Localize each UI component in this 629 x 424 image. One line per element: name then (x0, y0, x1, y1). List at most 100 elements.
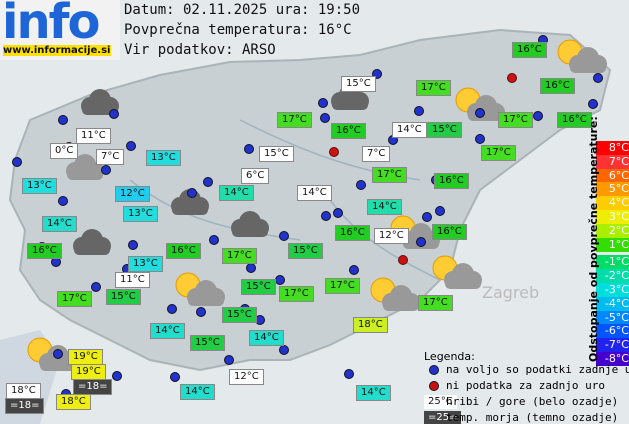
station-temp: 19°C (71, 364, 106, 380)
station-temp: 14°C (219, 185, 254, 201)
station-dot (533, 111, 543, 121)
cloud (67, 169, 103, 180)
station-temp: 16°C (335, 225, 370, 241)
scale-step: -7°C (596, 338, 629, 353)
logo-url[interactable]: www.informacije.si (3, 45, 111, 56)
station-dot (475, 134, 485, 144)
no-data-dot (329, 147, 339, 157)
station-temp: 14°C (42, 216, 77, 232)
station-temp: 17°C (57, 291, 92, 307)
station-temp: 11°C (76, 128, 111, 144)
cloud (570, 62, 606, 73)
station-temp: 15°C (190, 335, 225, 351)
scale-step: -4°C (596, 296, 629, 311)
station-dot (53, 349, 63, 359)
station-temp: 17°C (372, 167, 407, 183)
station-dot (414, 106, 424, 116)
station-dot (475, 108, 485, 118)
scale-step: 2°C (596, 223, 629, 238)
station-temp: 16°C (432, 224, 467, 240)
station-dot (349, 265, 359, 275)
station-dot (246, 263, 256, 273)
scale-step: 4°C (596, 196, 629, 211)
station-temp: 14°C (392, 122, 427, 138)
station-dot (209, 235, 219, 245)
station-temp: 14°C (367, 199, 402, 215)
station-dot (196, 307, 206, 317)
station-temp: 17°C (279, 286, 314, 302)
legend-text: ni podatka za zadnjo uro (446, 379, 605, 392)
station-dot (333, 208, 343, 218)
station-dot (244, 144, 254, 154)
no-data-dot (398, 255, 408, 265)
station-temp: 15°C (288, 243, 323, 259)
legend-symbol: 25°C (424, 395, 457, 409)
station-temp: 15°C (241, 279, 276, 295)
scale-step: -3°C (596, 283, 629, 297)
station-temp: 15°C (259, 146, 294, 162)
scale-step: -1°C (596, 255, 629, 270)
station-dot (203, 177, 213, 187)
station-dot (255, 315, 265, 325)
legend-symbol: =25= (424, 411, 462, 424)
scale-step: 6°C (596, 168, 629, 183)
station-temp: 7°C (362, 146, 391, 162)
station-temp: 12°C (374, 228, 409, 244)
scale-step: -6°C (596, 324, 629, 339)
station-temp: 14°C (180, 384, 215, 400)
station-dot (318, 98, 328, 108)
station-temp: =18= (5, 398, 45, 414)
legend-dot (429, 365, 439, 375)
station-temp: 16°C (27, 243, 62, 259)
station-temp: 17°C (481, 145, 516, 161)
cloud (383, 300, 419, 311)
station-temp: 13°C (123, 206, 158, 222)
station-temp: 15°C (341, 76, 376, 92)
cloud (74, 244, 110, 255)
station-temp: 18°C (6, 383, 41, 399)
station-temp: 17°C (325, 278, 360, 294)
station-temp: 16°C (434, 173, 469, 189)
station-dot (58, 196, 68, 206)
station-temp: 13°C (146, 150, 181, 166)
station-dot (91, 282, 101, 292)
station-temp: 11°C (115, 272, 150, 288)
scale-step: 1°C (596, 237, 629, 252)
no-data-dot (507, 73, 517, 83)
station-temp: 19°C (68, 349, 103, 365)
legend-title: Legenda: (424, 350, 475, 363)
cloud (172, 204, 208, 215)
legend-text: hribi / gore (belo ozadje) (446, 395, 619, 408)
station-temp: 17°C (416, 80, 451, 96)
legend-text: na voljo so podatki zadnje ure (446, 363, 629, 376)
cloud (40, 360, 76, 371)
station-temp: 18°C (353, 317, 388, 333)
station-temp: 7°C (96, 149, 125, 165)
scale-step: -8°C (596, 352, 629, 366)
station-temp: 15°C (427, 122, 462, 138)
station-dot (170, 372, 180, 382)
station-dot (101, 165, 111, 175)
cloud (445, 278, 481, 289)
legend-text: temp. morja (temno ozadje) (446, 411, 619, 424)
scale-step: 5°C (596, 182, 629, 197)
station-dot (279, 345, 289, 355)
station-temp: 14°C (249, 330, 284, 346)
station-dot (588, 99, 598, 109)
station-dot (128, 240, 138, 250)
header-date: Datum: 02.11.2025 ura: 19:50 (124, 2, 361, 18)
scale-title: Odstopanje od povprečne temperature: (587, 116, 600, 362)
station-temp: 17°C (418, 295, 453, 311)
station-temp: 16°C (512, 42, 547, 58)
station-temp: 17°C (222, 248, 257, 264)
station-dot (275, 275, 285, 285)
cloud (188, 295, 224, 306)
station-dot (126, 141, 136, 151)
station-dot (12, 157, 22, 167)
station-dot (224, 355, 234, 365)
station-dot (416, 237, 426, 247)
station-temp: 6°C (241, 168, 270, 184)
place-label: Zagreb (482, 283, 540, 302)
logo: info (2, 0, 100, 50)
